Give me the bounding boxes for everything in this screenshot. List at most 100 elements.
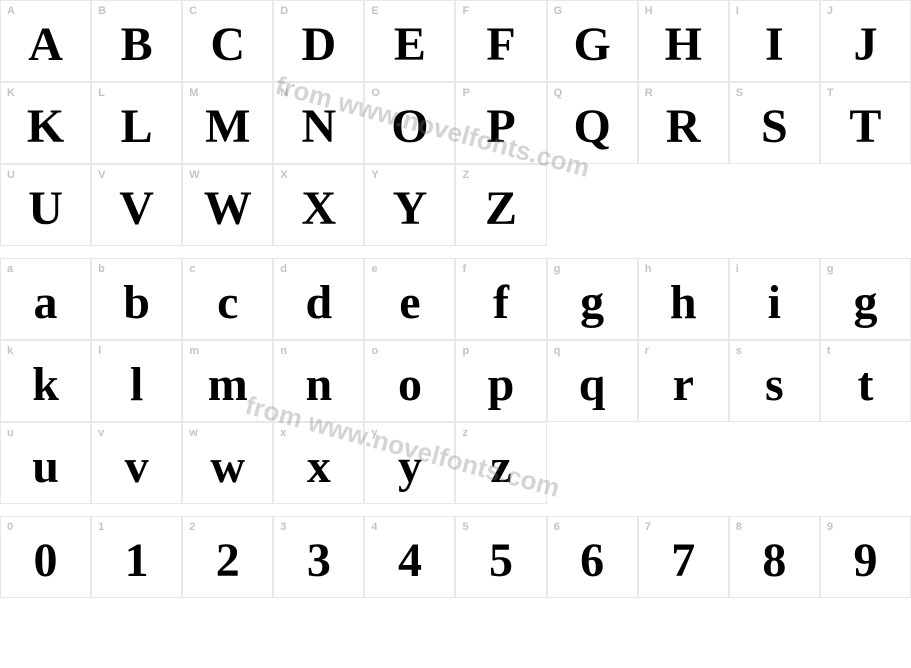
cell-glyph: a [34,279,58,327]
cell-label: k [7,345,13,357]
empty-cell [547,164,638,246]
cell-glyph: 7 [671,537,695,585]
cell-glyph: c [217,279,238,327]
empty-cell [820,164,911,246]
cell-glyph: B [121,21,153,69]
cell-glyph: T [849,103,881,151]
glyph-cell: 88 [729,516,820,598]
cell-glyph: N [302,103,337,151]
cell-glyph: o [398,361,422,409]
cell-label: 4 [371,521,377,533]
glyph-cell: LL [91,82,182,164]
cell-glyph: J [853,21,877,69]
glyph-cell: oo [364,340,455,422]
glyph-cell: kk [0,340,91,422]
glyph-cell: TT [820,82,911,164]
cell-glyph: A [28,21,63,69]
cell-glyph: v [125,443,149,491]
cell-label: A [7,5,15,17]
glyph-cell: qq [547,340,638,422]
row-spacer [0,504,911,516]
cell-glyph: 9 [853,537,877,585]
cell-glyph: U [28,185,63,233]
cell-label: b [98,263,105,275]
cell-label: a [7,263,13,275]
cell-label: V [98,169,105,181]
cell-glyph: L [121,103,153,151]
cell-glyph: e [399,279,420,327]
cell-glyph: n [305,361,332,409]
glyph-cell: ZZ [455,164,546,246]
cell-glyph: M [205,103,250,151]
cell-glyph: Z [485,185,517,233]
glyph-cell: ff [455,258,546,340]
cell-label: t [827,345,831,357]
cell-label: W [189,169,199,181]
glyph-cell: RR [638,82,729,164]
cell-glyph: g [853,279,877,327]
glyph-cell: 77 [638,516,729,598]
glyph-cell: UU [0,164,91,246]
cell-glyph: 4 [398,537,422,585]
cell-label: E [371,5,378,17]
cell-glyph: f [493,279,509,327]
glyph-cell: 55 [455,516,546,598]
cell-glyph: 1 [125,537,149,585]
row-spacer [0,246,911,258]
cell-glyph: C [210,21,245,69]
glyph-cell: ii [729,258,820,340]
cell-glyph: 6 [580,537,604,585]
cell-label: Z [462,169,469,181]
glyph-cell: gg [547,258,638,340]
cell-glyph: y [398,443,422,491]
cell-glyph: 3 [307,537,331,585]
cell-label: Q [554,87,563,99]
cell-label: 5 [462,521,468,533]
cell-label: 1 [98,521,104,533]
glyph-cell: 44 [364,516,455,598]
cell-label: y [371,427,377,439]
cell-glyph: m [208,361,248,409]
cell-label: 6 [554,521,560,533]
glyph-row: UUVVWWXXYYZZ [0,164,911,246]
cell-label: S [736,87,743,99]
glyph-cell: JJ [820,0,911,82]
glyph-cell: mm [182,340,273,422]
cell-label: h [645,263,652,275]
glyph-row: kkllmmnnooppqqrrsstt [0,340,911,422]
glyph-cell: xx [273,422,364,504]
glyph-row: aabbccddeeffgghhiigg [0,258,911,340]
cell-glyph: 5 [489,537,513,585]
cell-glyph: b [123,279,150,327]
cell-glyph: W [204,185,252,233]
cell-glyph: r [673,361,694,409]
glyph-cell: HH [638,0,729,82]
cell-label: d [280,263,287,275]
empty-cell [729,422,820,504]
glyph-cell: GG [547,0,638,82]
cell-glyph: z [490,443,511,491]
cell-glyph: D [302,21,337,69]
glyph-cell: 99 [820,516,911,598]
glyph-cell: NN [273,82,364,164]
glyph-cell: ww [182,422,273,504]
glyph-cell: hh [638,258,729,340]
cell-glyph: l [130,361,143,409]
glyph-row: 00112233445566778899 [0,516,911,598]
cell-label: r [645,345,649,357]
glyph-row: AABBCCDDEEFFGGHHIIJJ [0,0,911,82]
cell-label: 0 [7,521,13,533]
cell-glyph: k [32,361,59,409]
cell-glyph: i [768,279,781,327]
cell-label: n [280,345,287,357]
glyph-cell: 66 [547,516,638,598]
cell-label: J [827,5,833,17]
cell-glyph: 2 [216,537,240,585]
cell-label: C [189,5,197,17]
cell-label: 2 [189,521,195,533]
glyph-cell: nn [273,340,364,422]
glyph-cell: gg [820,258,911,340]
cell-glyph: Y [393,185,428,233]
glyph-cell: PP [455,82,546,164]
glyph-row: KKLLMMNNOOPPQQRRSSTT [0,82,911,164]
